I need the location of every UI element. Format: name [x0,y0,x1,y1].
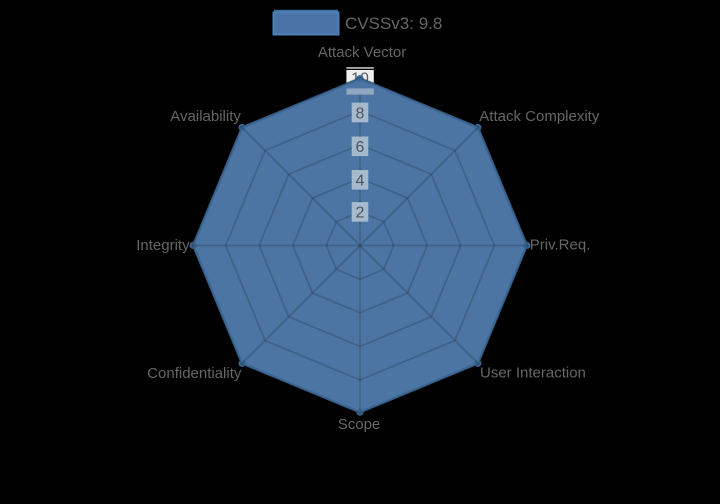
svg-text:2: 2 [356,205,365,222]
svg-text:Confidentiality: Confidentiality [147,365,242,382]
svg-text:Scope: Scope [338,416,381,433]
svg-text:User Interaction: User Interaction [480,365,586,382]
svg-text:4: 4 [356,173,365,190]
svg-text:Availability: Availability [170,108,241,125]
svg-text:8: 8 [356,105,365,122]
svg-text:Attack Vector: Attack Vector [318,44,406,61]
svg-text:Priv.Req.: Priv.Req. [530,237,591,254]
svg-text:CVSSv3: 9.8: CVSSv3: 9.8 [345,14,442,33]
svg-text:6: 6 [356,139,365,156]
svg-text:Attack Complexity: Attack Complexity [479,108,600,125]
svg-text:Integrity: Integrity [136,237,190,254]
